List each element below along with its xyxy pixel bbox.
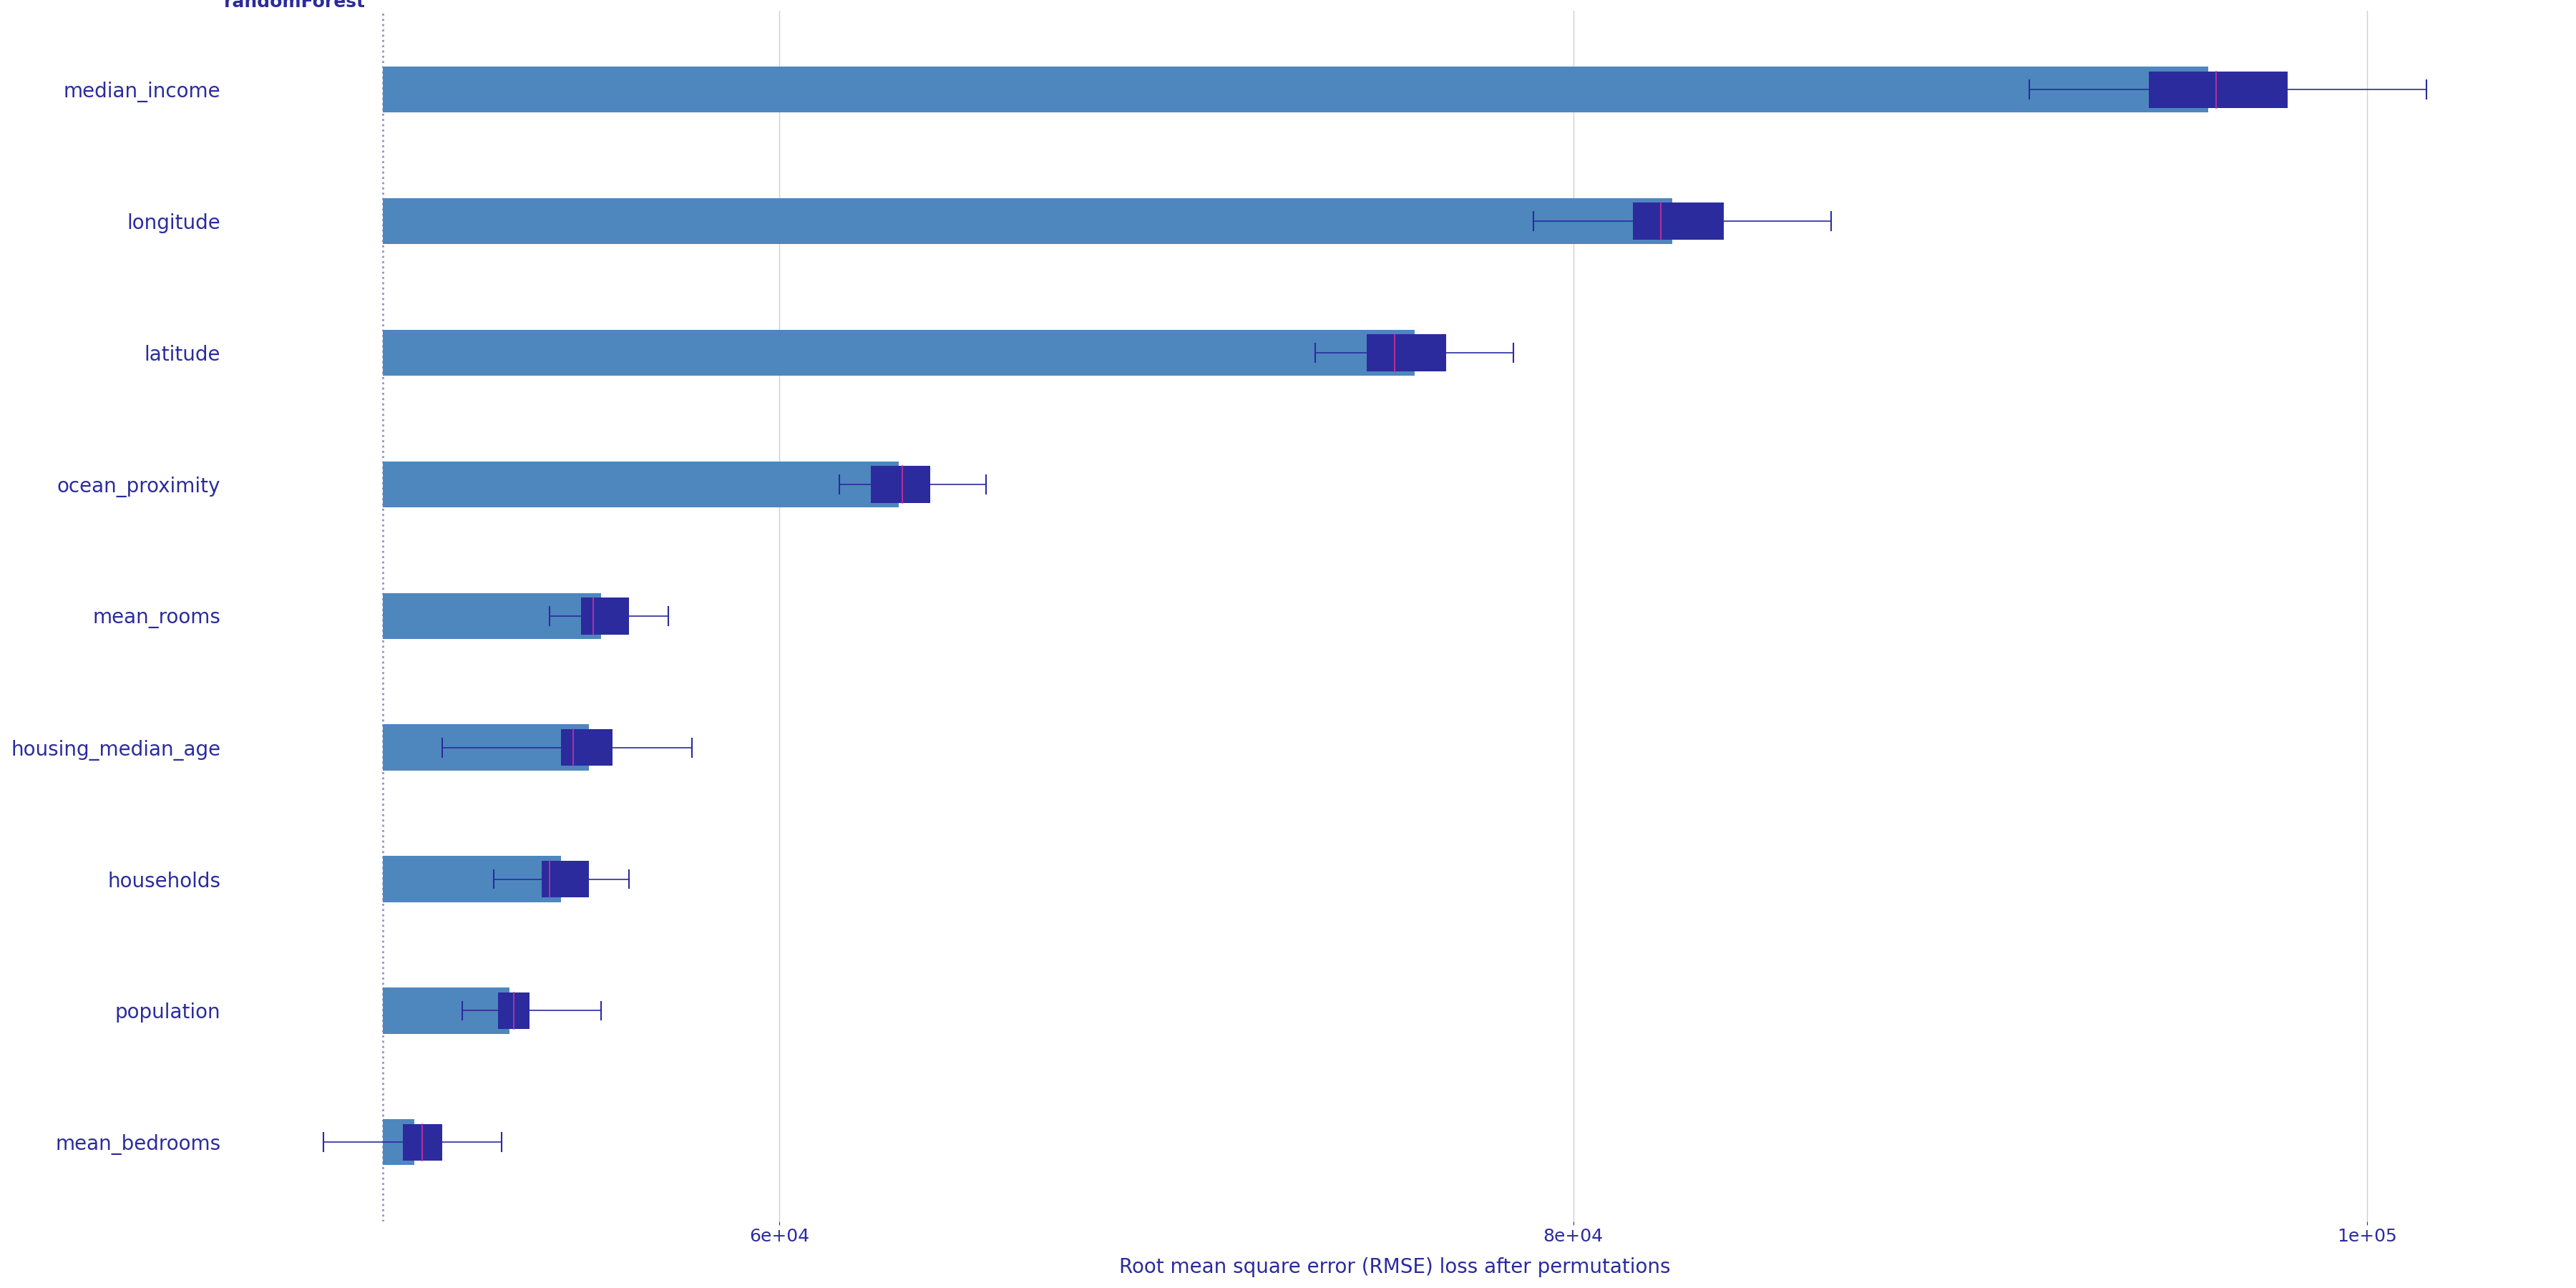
Bar [384, 592, 600, 639]
Bar [582, 598, 629, 635]
Bar [402, 1124, 443, 1160]
Bar [1633, 202, 1723, 240]
Bar [562, 729, 613, 766]
Bar [384, 198, 1672, 245]
Bar [384, 461, 899, 507]
Bar [384, 724, 590, 770]
Bar [384, 857, 562, 902]
Bar [2148, 71, 2287, 108]
Bar [541, 860, 590, 898]
Bar [497, 992, 531, 1029]
Bar [871, 466, 930, 502]
Bar [384, 330, 1414, 376]
Text: randomForest: randomForest [224, 0, 366, 10]
Bar [384, 988, 510, 1034]
Bar [384, 67, 2208, 112]
Bar [1368, 335, 1445, 371]
X-axis label: Root mean square error (RMSE) loss after permutations: Root mean square error (RMSE) loss after… [1118, 1257, 1669, 1278]
Bar [384, 1119, 415, 1166]
